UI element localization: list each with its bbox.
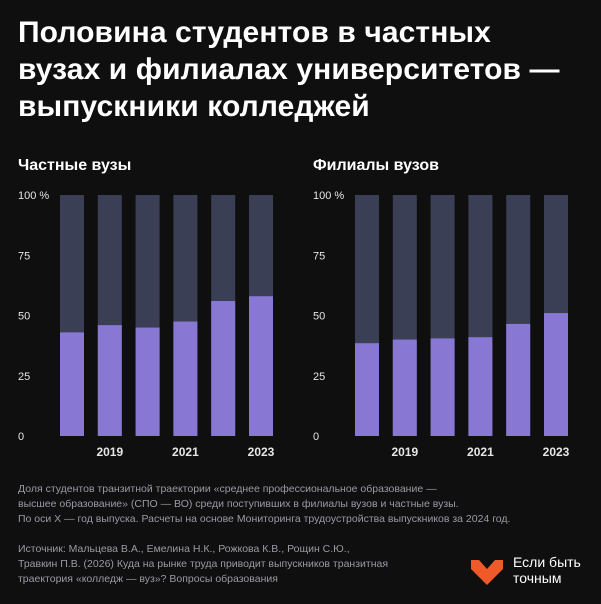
chart-note: Доля студентов транзитной траектории «ср… xyxy=(18,482,588,527)
brand-logo[interactable]: Если быть точным xyxy=(469,551,589,591)
note-line: Доля студентов транзитной траектории «ср… xyxy=(18,483,437,495)
logo-line: точным xyxy=(513,570,562,586)
x-tick-label: 2021 xyxy=(467,445,494,459)
bar xyxy=(430,338,455,436)
y-tick-label: 25 xyxy=(313,371,325,383)
logo-text: Если быть точным xyxy=(513,554,581,586)
main-title: Половина студентов в частных вузах и фил… xyxy=(18,14,588,125)
bar xyxy=(506,323,531,436)
heart-logo-icon xyxy=(471,560,503,585)
y-tick-label: 75 xyxy=(18,250,30,262)
bar xyxy=(249,296,273,436)
source-line: Источник: Мальцева В.А., Емелина Н.К., Р… xyxy=(18,543,350,555)
x-tick-label: 2023 xyxy=(543,445,570,459)
source-line: Травкин П.В. (2026) Куда на рынке труда … xyxy=(18,558,389,570)
x-tick-label: 2023 xyxy=(248,445,275,459)
bar xyxy=(135,327,160,436)
y-tick-label: 100 % xyxy=(18,190,49,202)
y-tick-label: 50 xyxy=(18,311,30,323)
note-line: По оси X — год выпуска. Расчеты на основ… xyxy=(18,513,511,525)
chart-private-universities: 0 25 50 75 100 % 2019 2021 2023 xyxy=(18,190,275,459)
title-line: Половина студентов в частных xyxy=(18,16,491,49)
y-tick-label: 50 xyxy=(313,311,325,323)
y-tick-label: 0 xyxy=(313,431,319,443)
y-tick-label: 75 xyxy=(313,250,325,262)
x-tick-label: 2019 xyxy=(391,445,418,459)
bar xyxy=(392,339,417,436)
title-line: вузах и филиалах университетов — xyxy=(18,53,560,86)
bar xyxy=(355,343,379,436)
y-tick-label: 100 % xyxy=(313,190,344,202)
title-line: выпускники колледжей xyxy=(18,90,370,123)
chart-university-branches: 0 25 50 75 100 % 2019 2021 2023 xyxy=(313,190,570,459)
note-line: высшее образование» (СПО — ВО) среди пос… xyxy=(18,498,459,510)
bar xyxy=(97,325,122,436)
bar xyxy=(60,332,84,436)
logo-line: Если быть xyxy=(513,554,581,570)
bar xyxy=(544,313,568,436)
bar xyxy=(468,337,493,436)
chart-title-private: Частные вузы xyxy=(18,157,132,174)
chart-title-branches: Филиалы вузов xyxy=(313,157,439,174)
bar xyxy=(211,301,236,436)
y-tick-label: 0 xyxy=(18,431,24,443)
x-tick-label: 2019 xyxy=(96,445,123,459)
x-tick-label: 2021 xyxy=(172,445,199,459)
y-tick-label: 25 xyxy=(18,371,30,383)
source-citation: Источник: Мальцева В.А., Емелина Н.К., Р… xyxy=(18,542,458,587)
bar xyxy=(173,321,198,436)
source-line: траектория «колледж — вуз»? Вопросы обра… xyxy=(18,573,278,585)
